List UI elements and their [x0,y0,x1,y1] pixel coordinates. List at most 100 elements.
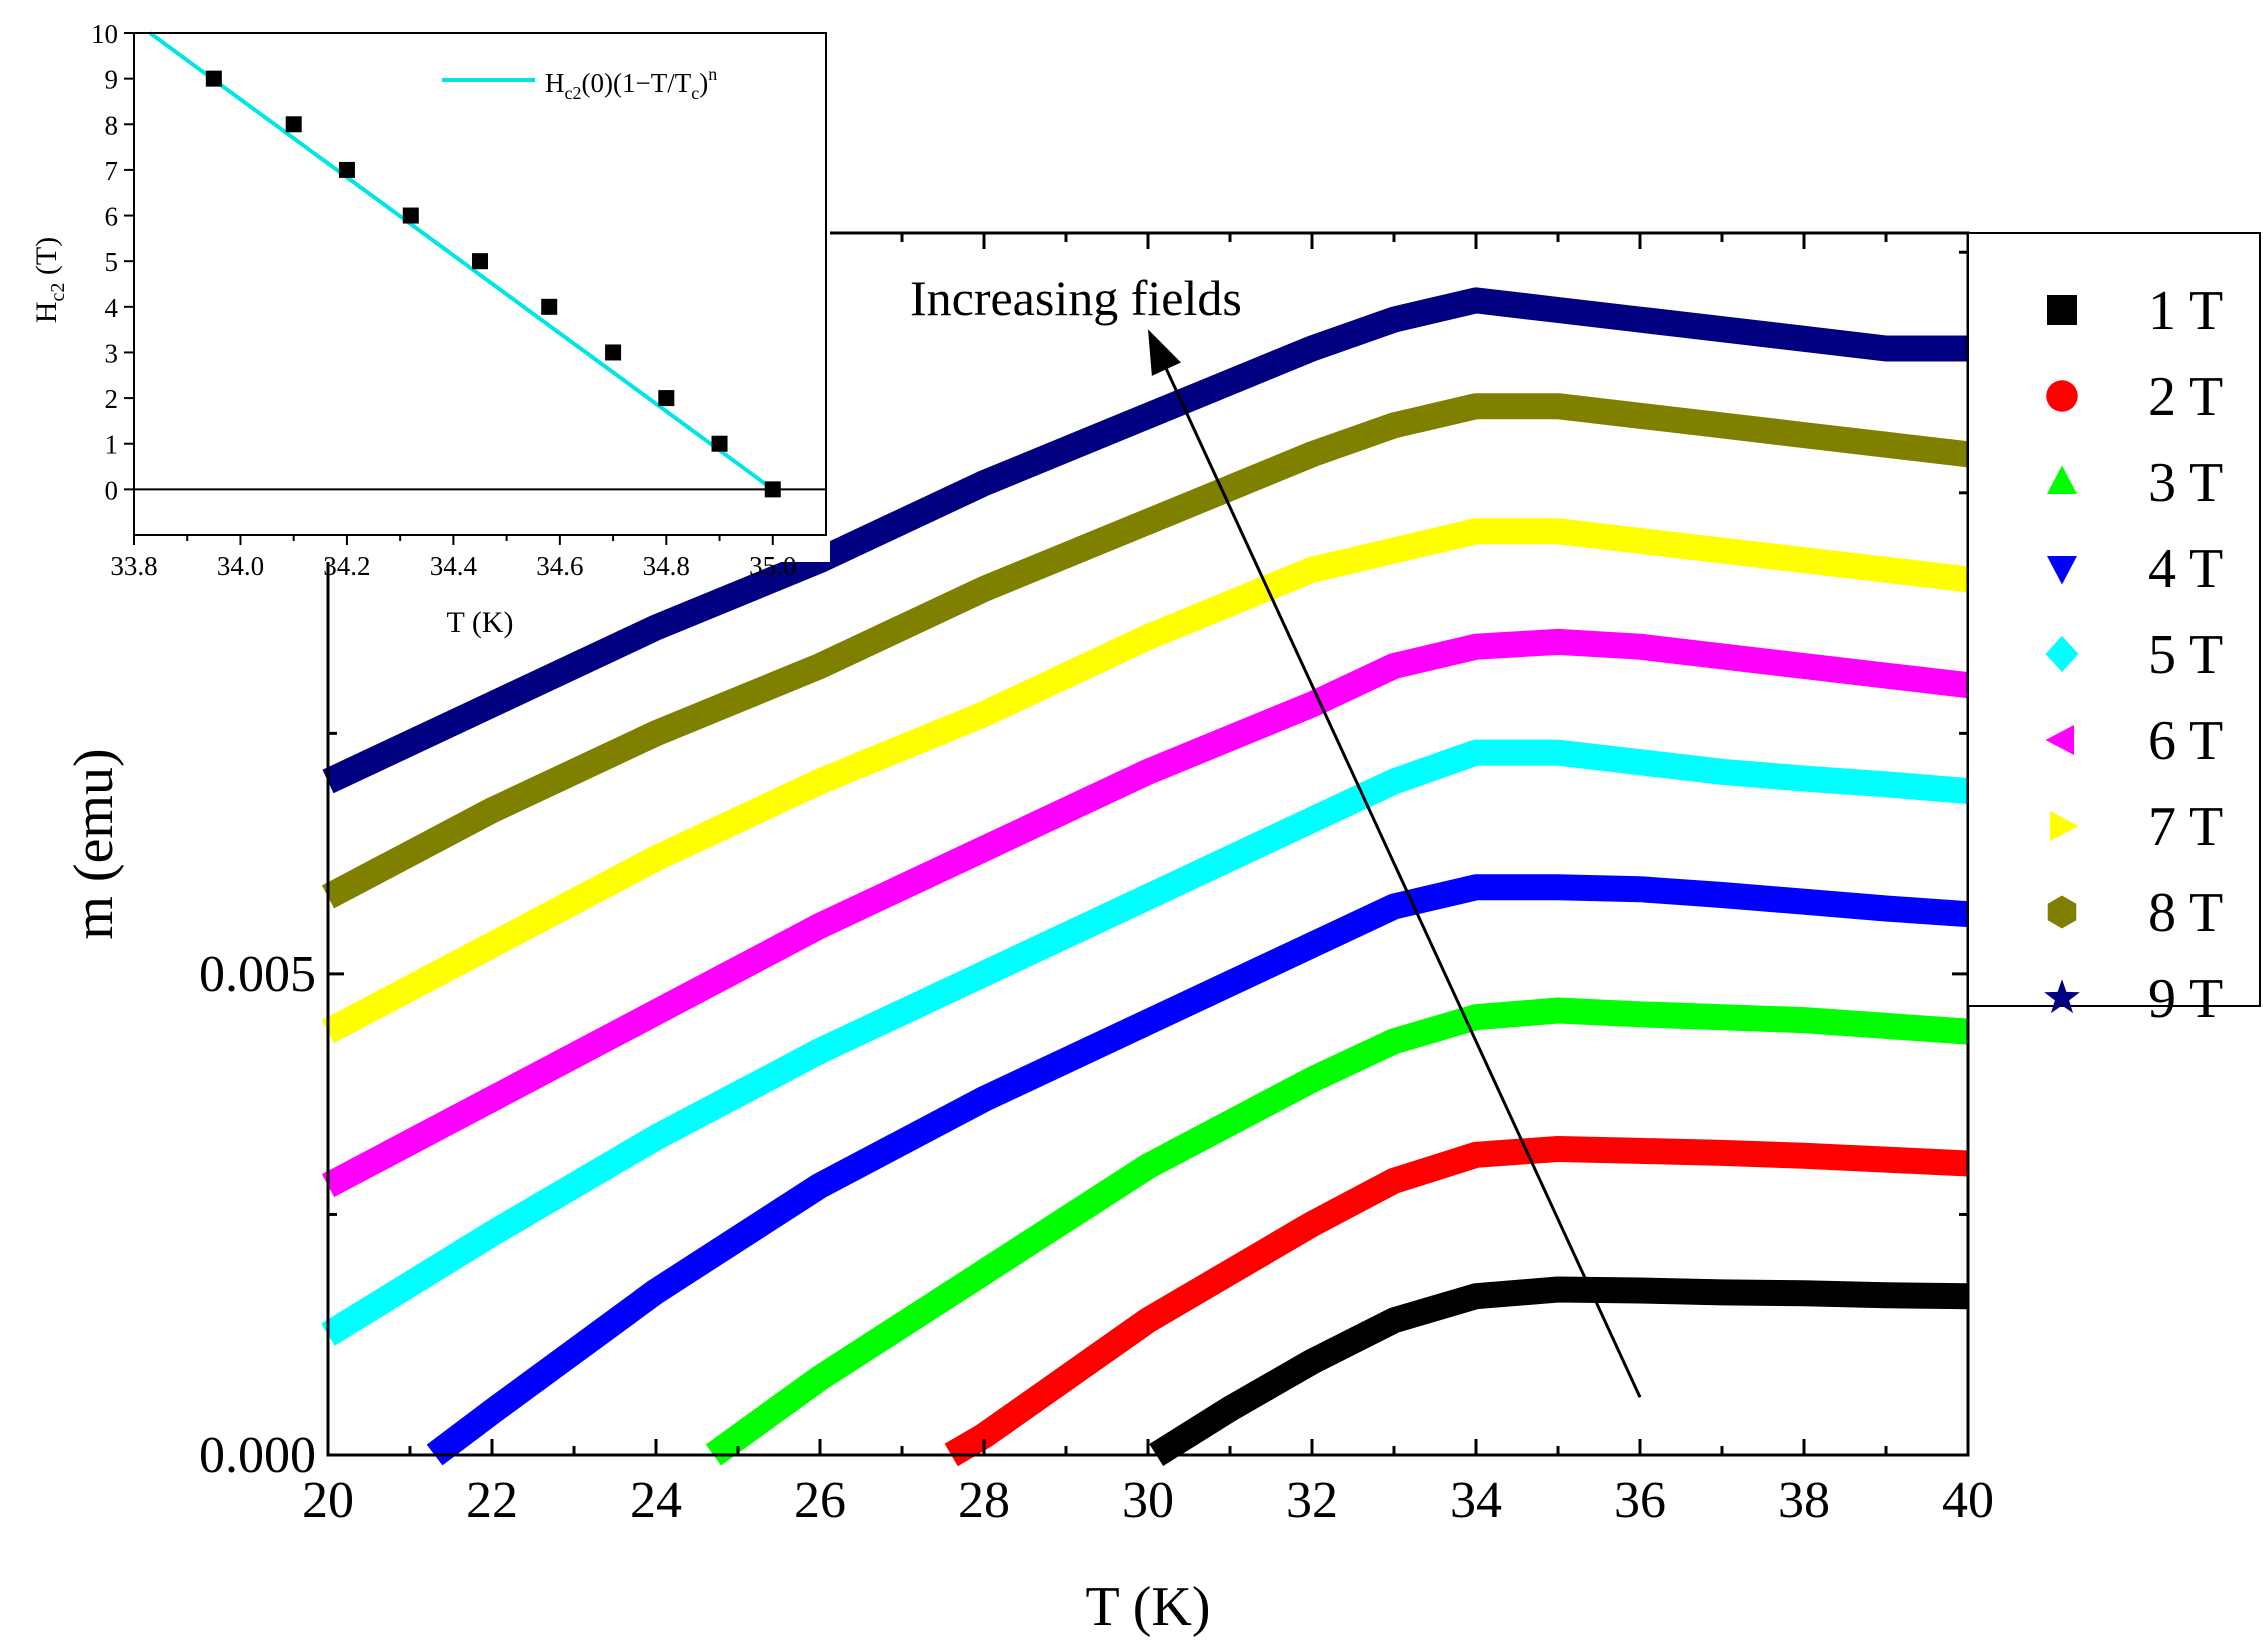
series-line-2 [944,1136,1969,1467]
main-y-tick-label: 0.000 [199,1427,316,1484]
inset-y-tick-label: 4 [105,293,119,323]
legend-marker-9 [2044,979,2080,1014]
legend-label-3: 3 T [2148,452,2223,514]
legend-marker-8 [2047,895,2077,929]
series-line-9 [322,287,1968,794]
legend-label-2: 2 T [2148,366,2223,428]
inset-y-axis-title-main: H [30,302,63,324]
inset-x-ticks: 33.8 34.0 34.2 34.4 34.6 34.8 35.0 [110,535,796,581]
series-line-6 [321,628,1970,1198]
inset-y-axis-title-unit: (T) [30,237,63,283]
legend-label-8: 8 T [2148,882,2223,944]
inset-data-point [285,116,302,133]
inset-content [134,31,826,498]
inset-y-axis-title: Hc2 (T) [30,237,69,323]
inset-data-point [658,390,675,407]
legend-marker-5 [2045,636,2079,672]
inset-y-tick-label: 10 [91,19,118,49]
inset-legend-fit-label: Hc2(0)(1−T/Tc)n [545,64,717,103]
legend-marker-1 [2047,295,2077,325]
inset-x-axis-title: T (K) [447,606,514,639]
inset-data-point [605,344,622,361]
main-y-tick-label: 0.005 [199,946,316,1003]
main-x-tick-label: 20 [302,1472,354,1529]
inset-y-tick-label: 3 [105,338,119,368]
inset-x-tick-label: 35.0 [749,551,796,581]
legend-marker-4 [2047,556,2077,585]
main-x-tick-label: 22 [466,1472,518,1529]
inset-y-tick-label: 1 [105,430,119,460]
legend-marker-6 [2045,725,2074,755]
main-x-tick-label: 40 [1942,1472,1994,1529]
main-x-tick-label: 38 [1778,1472,1830,1529]
inset-y-tick-label: 8 [105,110,119,140]
legend-label-1: 1 T [2148,280,2223,342]
main-x-tick-label: 34 [1450,1472,1502,1529]
fit-label-sub-c: c [691,83,699,103]
inset-data-point [541,298,558,315]
annotation-label: Increasing fields [910,270,1242,326]
legend-marker-2 [2046,380,2078,412]
inset-x-tick-label: 34.0 [217,551,264,581]
inset-data-point [338,161,355,178]
inset-y-tick-label: 9 [105,65,119,95]
inset-y-tick-label: 2 [105,384,119,414]
main-y-ticks: 0.000 0.005 [199,250,1968,1484]
main-y-axis-title: m (emu) [63,748,125,939]
legend-label-4: 4 T [2148,538,2223,600]
inset-fit-line [148,31,774,491]
inset-y-tick-label: 5 [105,247,119,277]
annotation-arrow-head [1148,329,1181,376]
inset-data-point [764,481,781,498]
main-x-axis-title: T (K) [1086,1576,1211,1638]
inset-data-point [472,253,488,270]
fit-label-sub-c2: c2 [565,83,582,103]
legend-label-6: 6 T [2148,710,2223,772]
inset-background [130,22,830,562]
inset-legend: Hc2(0)(1−T/Tc)n [442,64,717,103]
main-x-tick-label: 24 [630,1472,682,1529]
inset-y-ticks: 0 1 2 3 4 5 6 7 8 9 10 [91,19,134,505]
legend-label-7: 7 T [2148,796,2223,858]
inset-data-point [402,207,419,224]
series-line-4 [426,874,1969,1466]
series-line-5 [321,739,1970,1346]
inset-data-point [205,70,222,87]
legend-label-9: 9 T [2148,968,2223,1030]
main-x-tick-label: 28 [958,1472,1010,1529]
main-x-tick-label: 36 [1614,1472,1666,1529]
series-line-7 [321,518,1970,1044]
fit-label-paren: ) [699,68,708,98]
inset-data-point [711,435,728,452]
inset-y-tick-label: 6 [105,202,119,232]
inset-x-tick-label: 34.6 [536,551,583,581]
inset-plot-frame [133,32,827,536]
legend-label-5: 5 T [2148,624,2223,686]
main-x-tick-label: 26 [794,1472,846,1529]
main-x-tick-label: 32 [1286,1472,1338,1529]
inset-x-tick-label: 34.4 [430,551,478,581]
inset-x-tick-label: 33.8 [110,551,157,581]
fit-label-mid: (0)(1−T/T [582,68,692,98]
series-line-8 [321,393,1970,909]
inset-y-tick-label: 7 [105,156,119,186]
main-series-group [321,287,1970,1467]
legend-marker-3 [2047,465,2077,494]
inset-chart: 33.8 34.0 34.2 34.4 34.6 34.8 35.0 0 1 2 3 4 5 6 7 8 9 1… [30,19,830,639]
main-legend: 1 T 2 T 3 T 4 T 5 T 6 T 7 T 8 T 9 T [1967,232,2261,1030]
legend-marker-7 [2050,811,2079,841]
annotation-arrow-line [1165,368,1642,1398]
inset-y-tick-label: 0 [105,475,119,505]
inset-x-tick-label: 34.2 [323,551,370,581]
series-line-1 [1149,1276,1969,1467]
increasing-fields-annotation: Increasing fields [910,270,1642,1398]
series-line-3 [705,997,1969,1466]
fit-label-exp-n: n [708,64,717,84]
inset-y-axis-title-sub: c2 [47,283,69,302]
fit-label-h: H [545,68,565,98]
main-x-ticks: 20 22 24 26 28 30 32 34 36 38 40 [302,233,1994,1529]
inset-x-tick-label: 34.8 [643,551,690,581]
legend-box [1967,232,2261,1007]
